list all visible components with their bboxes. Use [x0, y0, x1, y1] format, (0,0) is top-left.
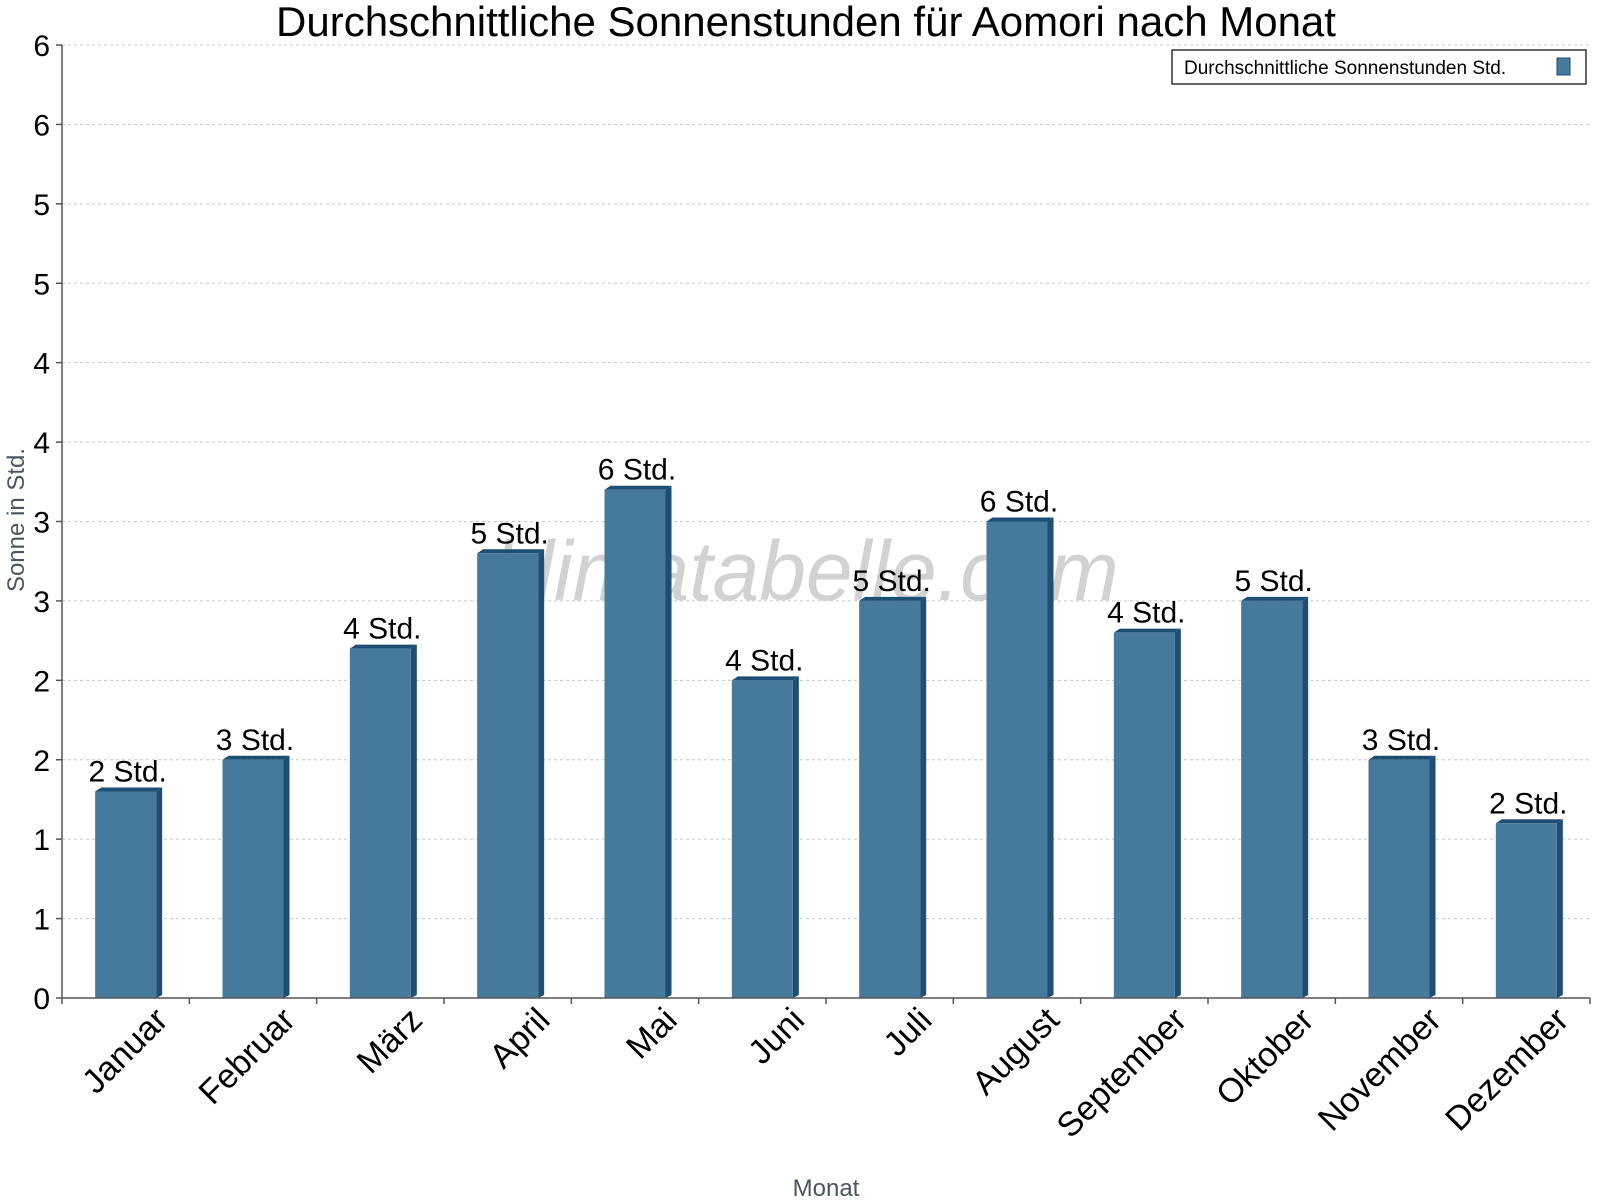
- bar-side: [410, 644, 417, 998]
- bar: [222, 759, 284, 998]
- y-tick-label: 6: [33, 109, 50, 142]
- chart-title: Durchschnittliche Sonnenstunden für Aomo…: [276, 0, 1336, 45]
- y-tick-label: 1: [33, 824, 50, 857]
- bar-side: [156, 787, 163, 998]
- x-tick-label: November: [1311, 1001, 1449, 1139]
- bar: [1241, 600, 1303, 998]
- bar-side: [1429, 755, 1436, 998]
- data-label: 3 Std.: [1362, 724, 1440, 757]
- bar-top: [604, 485, 672, 490]
- x-tick-label: März: [350, 1001, 430, 1081]
- bar: [1495, 823, 1557, 998]
- y-tick-label: 3: [33, 507, 50, 540]
- bar-side: [1047, 517, 1054, 998]
- grid-lines: [62, 44, 1590, 920]
- bar: [1113, 632, 1175, 998]
- x-tick-label: Dezember: [1438, 1001, 1576, 1139]
- bar: [349, 648, 411, 998]
- x-tick-label: September: [1050, 1001, 1194, 1145]
- y-tick-label: 2: [33, 665, 50, 698]
- x-tick-label: Januar: [75, 1001, 175, 1101]
- data-label: 3 Std.: [216, 724, 294, 757]
- data-label: 5 Std.: [852, 565, 930, 598]
- data-label: 5 Std.: [1234, 565, 1312, 598]
- y-axis-title: Sonne in Std.: [3, 448, 30, 592]
- data-label: 4 Std.: [343, 613, 421, 646]
- bar: [986, 521, 1048, 998]
- bar-top: [986, 517, 1054, 522]
- y-tick-label: 3: [33, 586, 50, 619]
- bar: [731, 680, 793, 998]
- data-label: 4 Std.: [725, 644, 803, 677]
- y-tick-label: 4: [33, 427, 50, 460]
- x-axis-title: Monat: [793, 1175, 860, 1200]
- data-label: 4 Std.: [1107, 597, 1185, 630]
- bar-top: [731, 676, 799, 681]
- x-tick-label: Mai: [619, 1001, 685, 1067]
- bar: [604, 489, 666, 998]
- data-label: 2 Std.: [88, 756, 166, 789]
- bar-side: [283, 755, 290, 998]
- legend-box: [1171, 49, 1587, 85]
- bar-top: [859, 596, 927, 601]
- bar-side: [920, 596, 927, 998]
- y-tick-label: 2: [33, 745, 50, 778]
- y-tick-label: 1: [33, 904, 50, 937]
- y-tick-label: 6: [33, 30, 50, 63]
- x-tick-label: Juni: [741, 1001, 812, 1072]
- x-tick-label: Oktober: [1209, 1001, 1321, 1113]
- x-tick-label: August: [965, 1000, 1067, 1102]
- bars: [95, 485, 1563, 998]
- bar-top: [222, 755, 290, 760]
- bar: [1368, 759, 1430, 998]
- x-tick-label: Juli: [876, 1001, 939, 1064]
- bar-top: [1241, 596, 1309, 601]
- bar-top: [349, 644, 417, 649]
- data-label: 6 Std.: [980, 486, 1058, 519]
- data-label: 2 Std.: [1489, 787, 1567, 820]
- y-tick-label: 4: [33, 348, 50, 381]
- y-tick-label: 5: [33, 268, 50, 301]
- bar-side: [792, 676, 799, 998]
- bar: [477, 553, 539, 998]
- bar-top: [1113, 628, 1181, 633]
- bar-top: [95, 787, 163, 792]
- x-tick-label: Februar: [192, 1001, 303, 1112]
- y-tick-label: 0: [33, 983, 50, 1016]
- y-tick-label: 5: [33, 189, 50, 222]
- bar-top: [477, 549, 545, 554]
- bar-top: [1368, 755, 1436, 760]
- legend: Durchschnittliche Sonnenstunden Std.: [1171, 49, 1587, 85]
- bar: [95, 791, 157, 998]
- bar-top: [1495, 819, 1563, 824]
- x-tick-label: April: [482, 1001, 557, 1076]
- bar: [859, 600, 921, 998]
- legend-label: Durchschnittliche Sonnenstunden Std.: [1184, 58, 1506, 79]
- legend-swatch: [1556, 57, 1571, 76]
- bar-side: [1174, 628, 1181, 998]
- data-label: 6 Std.: [598, 454, 676, 487]
- bar-side: [1302, 596, 1309, 998]
- bar-side: [538, 549, 545, 998]
- bar-side: [1556, 819, 1563, 998]
- axes: [56, 44, 1591, 1004]
- bar-side: [665, 485, 672, 998]
- data-label: 5 Std.: [470, 517, 548, 550]
